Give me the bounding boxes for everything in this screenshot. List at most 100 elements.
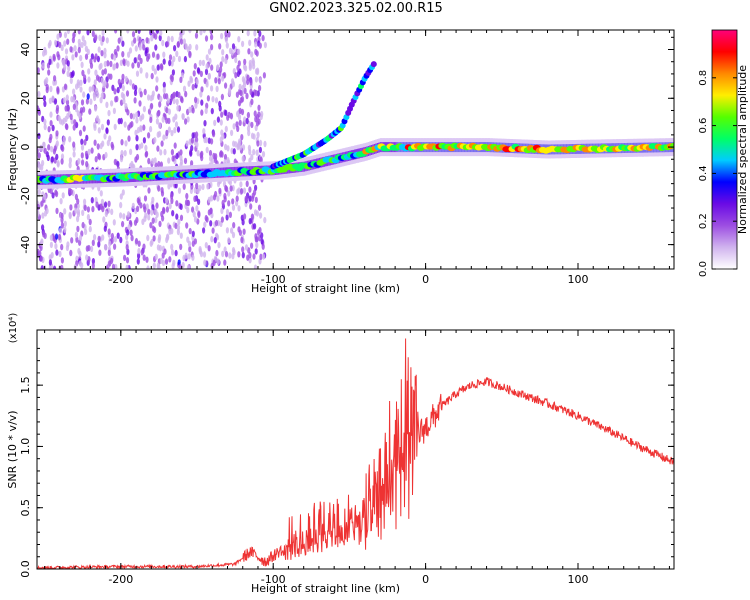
- noise-point: [144, 47, 148, 54]
- noise-point: [157, 160, 161, 168]
- noise-point: [162, 58, 166, 65]
- noise-point: [254, 233, 258, 240]
- noise-point: [41, 224, 45, 231]
- colorbar-tick-label: 0.0: [698, 261, 709, 277]
- noise-point: [37, 161, 40, 168]
- noise-point: [259, 212, 263, 219]
- noise-point: [125, 257, 130, 264]
- noise-point: [228, 211, 232, 218]
- noise-point: [195, 131, 199, 138]
- noise-point: [254, 76, 258, 83]
- noise-point: [60, 257, 64, 264]
- noise-point: [76, 79, 80, 86]
- noise-point: [124, 102, 128, 110]
- noise-point: [119, 193, 123, 200]
- noise-point: [245, 92, 249, 100]
- noise-point: [128, 47, 133, 54]
- noise-point: [170, 60, 174, 67]
- noise-point: [113, 158, 117, 166]
- noise-point: [246, 30, 250, 37]
- noise-point: [218, 105, 222, 112]
- noise-point: [78, 234, 83, 242]
- noise-point: [119, 236, 123, 244]
- noise-point: [243, 58, 247, 66]
- noise-point: [72, 141, 76, 148]
- noise-point: [251, 57, 255, 64]
- noise-point: [126, 229, 130, 236]
- noise-point: [229, 112, 233, 120]
- noise-point: [191, 206, 195, 213]
- noise-point: [147, 132, 151, 139]
- noise-point: [167, 108, 171, 115]
- noise-point: [81, 159, 85, 166]
- noise-point: [150, 103, 154, 110]
- noise-point: [64, 48, 69, 55]
- noise-point: [193, 195, 197, 202]
- noise-point: [90, 245, 94, 253]
- noise-point: [110, 100, 114, 107]
- noise-point: [113, 88, 117, 95]
- noise-point: [196, 187, 200, 195]
- noise-point: [218, 187, 222, 195]
- noise-point: [55, 190, 59, 198]
- noise-point: [77, 46, 81, 54]
- noise-point: [220, 151, 224, 158]
- noise-point: [102, 81, 106, 89]
- noise-point: [247, 129, 251, 137]
- noise-point: [228, 252, 232, 259]
- noise-point: [240, 188, 244, 195]
- noise-point: [90, 147, 94, 154]
- noise-point: [242, 78, 246, 85]
- noise-point: [212, 259, 216, 267]
- noise-point: [171, 249, 175, 256]
- noise-point: [57, 115, 61, 122]
- noise-point: [127, 224, 131, 231]
- noise-point: [56, 51, 60, 58]
- noise-point: [135, 153, 140, 161]
- noise-point: [245, 180, 249, 187]
- noise-point: [175, 50, 179, 57]
- noise-point: [154, 208, 158, 215]
- noise-point: [152, 235, 156, 242]
- noise-point: [42, 50, 46, 57]
- noise-point: [254, 41, 258, 48]
- noise-point: [167, 126, 171, 133]
- y-tick-label: 1.0: [19, 438, 32, 456]
- noise-point: [43, 193, 47, 201]
- noise-point: [220, 207, 224, 215]
- noise-point: [226, 114, 230, 121]
- noise-point: [189, 150, 193, 157]
- noise-point: [103, 68, 107, 75]
- noise-point: [39, 255, 43, 262]
- noise-point: [257, 111, 261, 118]
- noise-point: [155, 76, 159, 83]
- noise-point: [155, 30, 160, 34]
- y-tick-label: -20: [19, 187, 32, 205]
- noise-point: [105, 127, 109, 134]
- noise-point: [195, 205, 199, 212]
- noise-point: [241, 84, 245, 92]
- noise-point: [174, 249, 178, 257]
- noise-point: [160, 190, 165, 197]
- noise-point: [122, 58, 126, 65]
- noise-point: [71, 36, 75, 44]
- noise-point: [256, 131, 260, 139]
- noise-point: [162, 81, 166, 89]
- noise-point: [37, 248, 40, 256]
- noise-point: [171, 69, 175, 76]
- noise-point: [94, 34, 98, 42]
- noise-point: [86, 206, 90, 213]
- noise-point: [213, 237, 217, 244]
- noise-point: [239, 89, 243, 97]
- noise-point: [158, 234, 162, 241]
- noise-point: [140, 142, 144, 149]
- noise-point: [84, 150, 89, 158]
- noise-point: [168, 54, 173, 61]
- noise-point: [154, 253, 158, 260]
- noise-point: [83, 198, 87, 205]
- noise-point: [176, 41, 180, 48]
- noise-point: [216, 258, 220, 265]
- noise-point: [193, 238, 197, 245]
- noise-point: [209, 208, 213, 215]
- noise-point: [238, 229, 242, 236]
